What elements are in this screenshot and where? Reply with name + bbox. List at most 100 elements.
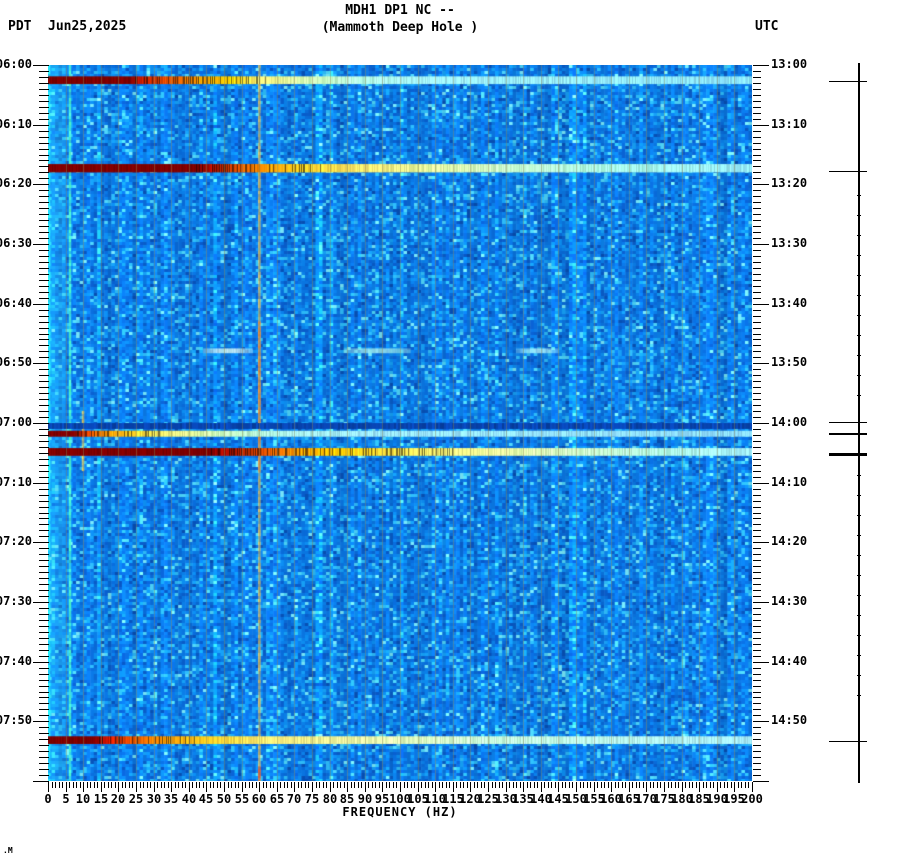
freq-tick-label: 100 bbox=[389, 792, 411, 806]
freq-minor-tick bbox=[125, 782, 126, 788]
freq-minor-tick bbox=[492, 782, 493, 788]
left-time-label: 07:50 bbox=[0, 713, 32, 727]
right-time-minor-tick bbox=[753, 668, 761, 669]
right-time-minor-tick bbox=[753, 77, 761, 78]
right-time-minor-tick bbox=[753, 745, 761, 746]
left-time-major-tick bbox=[33, 363, 49, 364]
freq-minor-tick bbox=[502, 782, 503, 788]
right-time-minor-tick bbox=[753, 357, 761, 358]
freq-tick-label: 190 bbox=[706, 792, 728, 806]
freq-major-tick bbox=[717, 782, 718, 792]
freq-minor-tick bbox=[555, 782, 556, 788]
date-label: Jun25,2025 bbox=[48, 19, 127, 34]
freq-minor-tick bbox=[178, 782, 179, 788]
freq-minor-tick bbox=[421, 782, 422, 788]
right-time-label: 13:50 bbox=[771, 355, 808, 369]
freq-major-tick bbox=[294, 782, 295, 792]
freq-minor-tick bbox=[87, 782, 88, 788]
freq-minor-tick bbox=[354, 782, 355, 788]
amplitude-bar-dot bbox=[857, 395, 861, 396]
right-time-minor-tick bbox=[753, 656, 761, 657]
right-time-minor-tick bbox=[753, 202, 761, 203]
right-time-minor-tick bbox=[753, 292, 761, 293]
freq-minor-tick bbox=[76, 782, 77, 788]
right-time-minor-tick bbox=[753, 137, 761, 138]
freq-tick-label: 25 bbox=[128, 792, 144, 806]
freq-minor-tick bbox=[643, 782, 644, 788]
freq-minor-tick bbox=[273, 782, 274, 788]
right-time-minor-tick bbox=[753, 375, 761, 376]
freq-minor-tick bbox=[738, 782, 739, 788]
freq-minor-tick bbox=[632, 782, 633, 788]
timezone-right-label: UTC bbox=[755, 19, 779, 34]
freq-minor-tick bbox=[185, 782, 186, 788]
freq-minor-tick bbox=[414, 782, 415, 788]
freq-minor-tick bbox=[446, 782, 447, 788]
freq-minor-tick bbox=[692, 782, 693, 788]
freq-minor-tick bbox=[474, 782, 475, 788]
freq-major-tick bbox=[189, 782, 190, 792]
amplitude-bar-dot bbox=[857, 215, 861, 216]
right-time-minor-tick bbox=[753, 477, 761, 478]
frequency-axis-title: FREQUENCY (HZ) bbox=[342, 805, 458, 819]
freq-major-tick bbox=[558, 782, 559, 792]
station-subtitle: (Mammoth Deep Hole ) bbox=[321, 20, 479, 35]
right-time-minor-tick bbox=[753, 166, 761, 167]
freq-minor-tick bbox=[608, 782, 609, 788]
freq-minor-tick bbox=[597, 782, 598, 788]
right-time-minor-tick bbox=[753, 339, 761, 340]
freq-major-tick bbox=[330, 782, 331, 792]
right-time-minor-tick bbox=[753, 626, 761, 627]
freq-major-tick bbox=[611, 782, 612, 792]
left-time-label: 06:20 bbox=[0, 176, 32, 190]
freq-minor-tick bbox=[622, 782, 623, 788]
right-time-minor-tick bbox=[753, 620, 761, 621]
freq-minor-tick bbox=[741, 782, 742, 788]
freq-major-tick bbox=[629, 782, 630, 792]
freq-major-tick bbox=[224, 782, 225, 792]
freq-minor-tick bbox=[393, 782, 394, 788]
freq-minor-tick bbox=[520, 782, 521, 788]
freq-minor-tick bbox=[583, 782, 584, 788]
amplitude-bar-event-tick bbox=[829, 422, 867, 423]
freq-minor-tick bbox=[280, 782, 281, 788]
right-time-label: 14:40 bbox=[771, 654, 808, 668]
freq-minor-tick bbox=[358, 782, 359, 788]
freq-minor-tick bbox=[326, 782, 327, 788]
amplitude-bar-dot bbox=[857, 295, 861, 296]
amplitude-bar-line bbox=[858, 63, 860, 783]
right-time-minor-tick bbox=[753, 208, 761, 209]
right-time-minor-tick bbox=[753, 560, 761, 561]
right-time-minor-tick bbox=[753, 495, 761, 496]
freq-minor-tick bbox=[639, 782, 640, 788]
left-time-label: 07:30 bbox=[0, 594, 32, 608]
freq-minor-tick bbox=[256, 782, 257, 788]
freq-minor-tick bbox=[386, 782, 387, 788]
freq-tick-label: 5 bbox=[62, 792, 70, 806]
freq-tick-label: 170 bbox=[635, 792, 657, 806]
freq-major-tick bbox=[470, 782, 471, 792]
right-time-minor-tick bbox=[753, 190, 761, 191]
right-time-minor-tick bbox=[753, 554, 761, 555]
title-block: MDH1 DP1 NC -- (Mammoth Deep Hole ) bbox=[48, 2, 752, 36]
freq-minor-tick bbox=[685, 782, 686, 788]
freq-minor-tick bbox=[192, 782, 193, 788]
amplitude-bar-dot bbox=[857, 675, 861, 676]
freq-minor-tick bbox=[675, 782, 676, 788]
right-time-minor-tick bbox=[753, 572, 761, 573]
freq-minor-tick bbox=[175, 782, 176, 788]
right-time-minor-tick bbox=[753, 548, 761, 549]
freq-minor-tick bbox=[108, 782, 109, 788]
right-time-minor-tick bbox=[753, 399, 761, 400]
freq-tick-label: 105 bbox=[407, 792, 429, 806]
freq-minor-tick bbox=[344, 782, 345, 788]
freq-minor-tick bbox=[527, 782, 528, 788]
freq-minor-tick bbox=[604, 782, 605, 788]
freq-minor-tick bbox=[291, 782, 292, 788]
left-time-major-tick bbox=[33, 483, 49, 484]
freq-minor-tick bbox=[481, 782, 482, 788]
freq-minor-tick bbox=[562, 782, 563, 788]
left-time-major-tick bbox=[33, 602, 49, 603]
right-time-label: 14:30 bbox=[771, 594, 808, 608]
